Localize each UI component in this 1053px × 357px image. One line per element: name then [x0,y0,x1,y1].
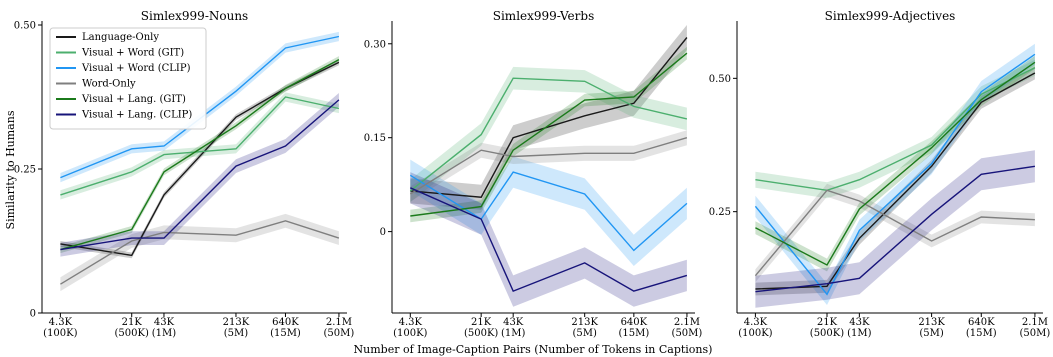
legend-entry: Visual + Word (CLIP) [81,63,191,74]
series-band [60,31,339,183]
x-tick-sublabel: (50M) [324,328,355,339]
series-line [410,52,688,217]
x-tick-label: 640K [968,317,995,328]
x-tick-label: 640K [272,317,299,328]
series-band [755,55,1035,272]
series-line [755,72,1036,290]
x-tick-sublabel: (15M) [270,328,301,339]
series-line [754,53,1036,296]
legend-entry: Visual + Word (GIT) [81,48,184,59]
x-tick-sublabel: (1M) [847,328,872,339]
y-tick-label: 0.30 [364,39,386,50]
series-line [60,58,340,251]
x-tick-sublabel: (5M) [919,328,944,339]
series-band [60,59,339,259]
x-tick-label: 43K [503,317,524,328]
series-band [410,130,687,202]
x-tick-label: 213K [571,317,598,328]
x-tick-sublabel: (100K) [738,328,772,339]
x-tick-label: 4.3K [399,317,423,328]
panel-3: Simlex999-Adjectives 0.25 0.50 4.3K(100K) 21… [709,9,1051,339]
series-band [410,156,687,266]
x-tick-sublabel: (100K) [393,328,427,339]
series-line [409,77,688,192]
series-line [60,96,340,196]
x-tick-label: 4.3K [744,317,768,328]
series-band [410,66,687,203]
series-line [755,61,1036,266]
series-line [409,171,688,252]
x-tick-sublabel: (5M) [572,328,597,339]
x-tick-label: 213K [918,317,945,328]
series-line [754,189,1035,277]
series-line [755,67,1036,192]
series-line [409,137,688,195]
x-tick-sublabel: (500K) [115,328,149,339]
series-band [60,213,339,292]
x-tick-sublabel: (50M) [672,328,703,339]
series-band [755,43,1035,305]
panel-title: Simlex999-Adjectives [825,9,956,23]
legend-entry: Visual + Lang. (GIT) [81,94,186,105]
series-band [60,93,339,257]
x-tick-label: 21K [817,317,838,328]
legend: Language-Only Visual + Word (GIT) Visual +… [49,27,207,130]
x-tick-sublabel: (500K) [810,328,844,339]
series-line [410,187,688,292]
legend-entry: Visual + Lang. (CLIP) [81,110,192,121]
x-tick-label: 4.3K [49,317,73,328]
series-band [755,150,1035,308]
y-tick-label: 0.50 [14,21,36,32]
y-tick-label: 0.15 [364,133,386,144]
x-tick-label: 2.1M [326,317,352,328]
series-band [410,172,687,307]
y-tick-label: 0 [30,309,36,320]
legend-entry: Word-Only [82,79,136,90]
series-line [755,165,1036,293]
x-tick-sublabel: (50M) [1020,328,1051,339]
y-tick-label: 0.25 [14,165,36,176]
y-tick-label: 0.50 [709,74,731,85]
x-tick-label: 21K [122,317,143,328]
x-tick-sublabel: (100K) [43,328,77,339]
y-axis-label: Similarity to Humans [4,110,17,229]
x-tick-label: 640K [621,317,648,328]
x-tick-sublabel: (1M) [501,328,526,339]
x-tick-label: 2.1M [1022,317,1048,328]
x-tick-label: 43K [154,317,175,328]
series-line [410,37,688,198]
series-line [60,220,340,285]
panel-2: Simlex999-Verbs00.150.304.3K(100K)21K(50… [364,9,703,339]
legend-entry: Language-Only [82,32,159,43]
panel-title: Simlex999-Nouns [141,9,248,23]
legend-box [49,27,207,130]
x-tick-sublabel: (1M) [152,328,177,339]
x-axis-label: Number of Image-Caption Pairs (Number of… [354,343,713,356]
x-tick-label: 21K [471,317,492,328]
x-tick-sublabel: (5M) [224,328,249,339]
x-tick-sublabel: (15M) [618,328,649,339]
x-tick-sublabel: (500K) [464,328,498,339]
panel-title: Simlex999-Verbs [493,9,594,23]
x-tick-label: 43K [849,317,870,328]
y-tick-label: 0 [380,227,386,238]
x-tick-label: 2.1M [674,317,700,328]
y-tick-label: 0.25 [709,207,731,218]
series-band [410,25,687,210]
x-tick-sublabel: (15M) [966,328,997,339]
series-line [60,99,340,251]
x-tick-label: 213K [223,317,250,328]
